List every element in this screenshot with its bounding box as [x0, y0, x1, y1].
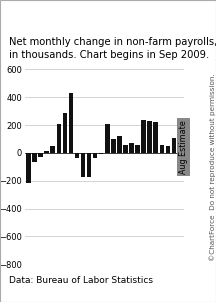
Bar: [51, 146, 55, 153]
Bar: [178, 143, 182, 153]
Bar: [172, 138, 176, 153]
Text: Net monthly change in non-farm payrolls,
in thousands. Chart begins in Sep 2009.: Net monthly change in non-farm payrolls,…: [9, 37, 216, 60]
Bar: [81, 153, 85, 177]
Bar: [57, 124, 61, 153]
Bar: [75, 153, 79, 158]
Bar: [44, 151, 49, 153]
Bar: [111, 139, 116, 153]
Text: Employment Report: Employment Report: [7, 8, 209, 26]
Bar: [135, 145, 140, 153]
Bar: [159, 145, 164, 153]
Bar: [141, 120, 146, 153]
Bar: [93, 153, 97, 158]
Bar: [105, 124, 110, 153]
Text: ©ChartForce  Do not reproduce without permission.: ©ChartForce Do not reproduce without per…: [210, 73, 216, 261]
Bar: [166, 146, 170, 153]
Bar: [32, 153, 37, 162]
Bar: [63, 113, 67, 153]
Text: Aug Estimate: Aug Estimate: [179, 120, 188, 174]
Bar: [147, 121, 152, 153]
Bar: [26, 153, 31, 183]
Bar: [129, 143, 134, 153]
Bar: [87, 153, 91, 177]
Text: Data: Bureau of Labor Statistics: Data: Bureau of Labor Statistics: [9, 276, 153, 285]
Bar: [99, 153, 103, 154]
Bar: [117, 136, 122, 153]
Bar: [123, 145, 128, 153]
Bar: [38, 153, 43, 156]
Bar: [69, 93, 73, 153]
Bar: [153, 122, 158, 153]
